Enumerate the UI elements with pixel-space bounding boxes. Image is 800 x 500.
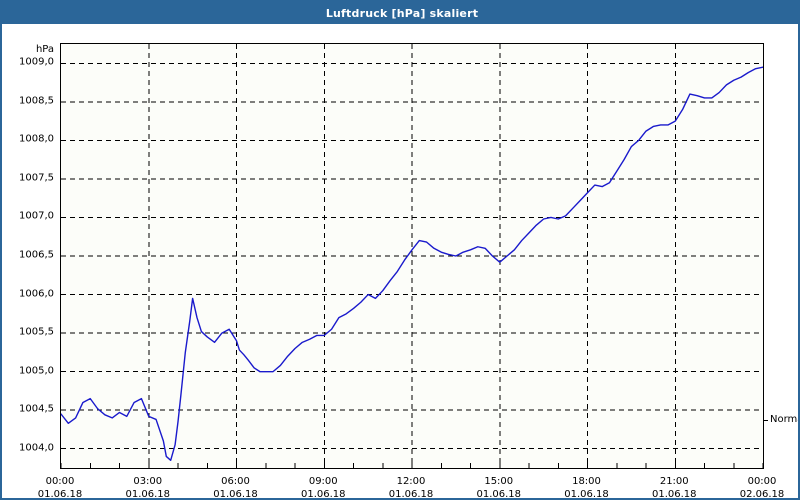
axis-major-ticks [61,62,66,450]
x-axis-tick-label: 18:00 01.06.18 [564,476,609,500]
y-axis-tick-label: 1007,5 [19,172,54,184]
x-axis-tick-label: 12:00 01.06.18 [388,476,434,500]
axis-minor-ticks [61,463,763,468]
x-axis-tick-label: 00:00 01.06.18 [37,476,83,500]
chart-plot-svg [61,44,763,468]
normal-reference-label: Normal [770,413,798,425]
y-axis-tick-label: 1004,5 [19,403,54,415]
y-axis-tick-label: 1008,5 [19,95,54,107]
page-title: Luftdruck [hPa] skaliert [325,6,479,20]
x-axis-tick-label: 06:00 01.06.18 [213,476,258,500]
x-axis-tick-label: 21:00 01.06.18 [651,476,697,500]
x-axis-tick-label: 15:00 01.06.18 [476,476,522,500]
window-title-bar: Luftdruck [hPa] skaliert [2,2,798,24]
y-axis-tick-label: 1006,5 [19,249,54,261]
x-axis-tick-label: 09:00 01.06.18 [300,476,346,500]
normal-reference-tick [763,420,768,422]
pressure-series-line [61,66,763,461]
y-axis-tick-label: 1008,0 [19,133,54,145]
y-axis-tick-label: 1005,5 [19,326,54,338]
y-axis-tick-label: 1009,0 [19,56,54,68]
x-axis-tick-label: 00:00 02.06.18 [739,476,785,500]
chart-canvas: hPa 1009,0 1008,5 1008,0 1007,5 1007,0 1006,5… [2,24,798,498]
x-axis-tick-label: 03:00 01.06.18 [125,476,171,500]
vertical-gridlines [148,44,676,468]
y-axis-tick-label: 1006,0 [19,288,54,300]
y-axis-unit-label: hPa [35,44,54,56]
y-axis-tick-label: 1005,0 [19,365,54,377]
y-axis-tick-label: 1004,0 [19,442,54,454]
plot-area [60,43,764,469]
y-axis-tick-label: 1007,0 [19,210,54,222]
